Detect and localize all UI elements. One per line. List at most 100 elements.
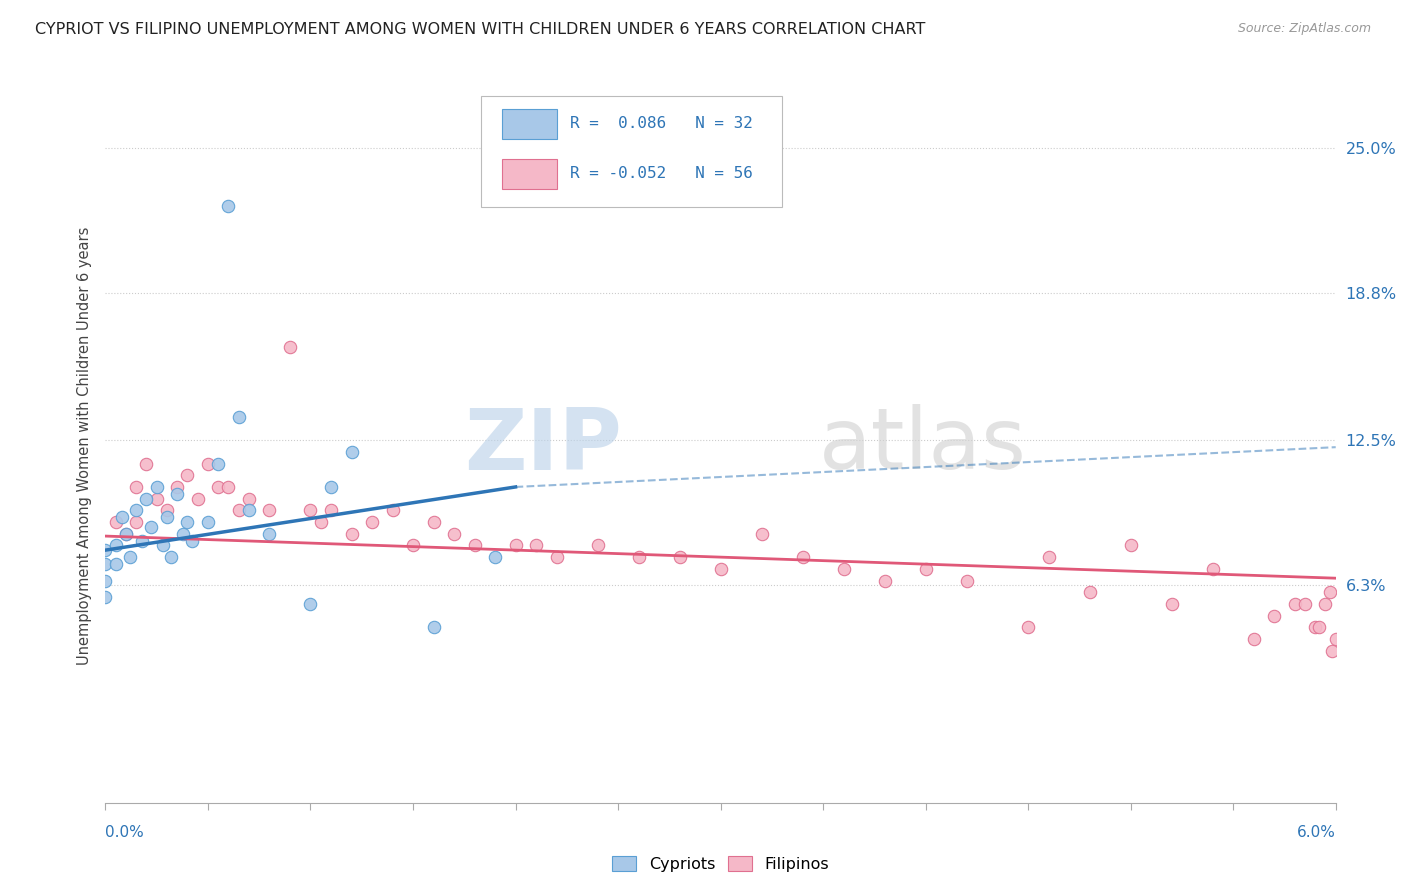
Point <box>464 538 486 552</box>
Point <box>484 550 506 565</box>
Point <box>166 487 188 501</box>
Point <box>1017 620 1039 634</box>
Point <box>1201 562 1223 576</box>
Point <box>668 550 690 565</box>
Point <box>120 550 141 565</box>
Point <box>228 409 250 424</box>
Point <box>104 515 127 529</box>
Point <box>207 480 229 494</box>
Point <box>832 562 855 576</box>
Legend: Cypriots, Filipinos: Cypriots, Filipinos <box>607 852 834 877</box>
Point <box>115 526 138 541</box>
Point <box>238 503 260 517</box>
Point <box>402 538 425 552</box>
Point <box>792 550 814 565</box>
Point <box>115 526 138 541</box>
Point <box>145 480 167 494</box>
Point <box>111 510 134 524</box>
Point <box>187 491 209 506</box>
Point <box>94 557 117 571</box>
Y-axis label: Unemployment Among Women with Children Under 6 years: Unemployment Among Women with Children U… <box>76 227 91 665</box>
Point <box>361 515 384 529</box>
Point <box>217 199 239 213</box>
Point <box>1284 597 1306 611</box>
Text: Source: ZipAtlas.com: Source: ZipAtlas.com <box>1237 22 1371 36</box>
Point <box>751 526 773 541</box>
Text: ZIP: ZIP <box>464 404 621 488</box>
Point <box>125 515 148 529</box>
Point <box>207 457 229 471</box>
Point <box>299 597 322 611</box>
Point <box>166 480 188 494</box>
Point <box>524 538 547 552</box>
Point <box>94 543 117 558</box>
Point <box>1263 608 1285 623</box>
Point <box>125 503 148 517</box>
Point <box>914 562 936 576</box>
Point <box>156 510 179 524</box>
Point <box>586 538 609 552</box>
Point <box>319 503 342 517</box>
Point <box>1319 585 1341 599</box>
FancyBboxPatch shape <box>481 96 782 207</box>
Point <box>1320 644 1343 658</box>
Text: R = -0.052   N = 56: R = -0.052 N = 56 <box>571 166 754 181</box>
Point <box>176 515 198 529</box>
Text: 0.0%: 0.0% <box>105 825 145 840</box>
Point <box>104 557 127 571</box>
Point <box>259 526 281 541</box>
Bar <box>502 159 557 189</box>
Point <box>443 526 465 541</box>
Point <box>1303 620 1326 634</box>
Text: atlas: atlas <box>818 404 1026 488</box>
Point <box>131 533 153 548</box>
Point <box>238 491 260 506</box>
Point <box>160 550 183 565</box>
Point <box>1160 597 1182 611</box>
Point <box>197 515 219 529</box>
Point <box>422 515 444 529</box>
Point <box>259 503 281 517</box>
Point <box>145 491 167 506</box>
Point <box>546 550 568 565</box>
Point <box>135 491 157 506</box>
Point <box>125 480 148 494</box>
Point <box>180 533 202 548</box>
Text: 6.0%: 6.0% <box>1296 825 1336 840</box>
Point <box>309 515 332 529</box>
Point <box>217 480 239 494</box>
Point <box>422 620 444 634</box>
Point <box>172 526 194 541</box>
Point <box>94 590 117 604</box>
Point <box>340 445 363 459</box>
Point <box>956 574 979 588</box>
Point <box>299 503 322 517</box>
Point <box>278 340 301 354</box>
Point <box>319 480 342 494</box>
Bar <box>502 109 557 139</box>
Point <box>1243 632 1265 646</box>
Point <box>873 574 896 588</box>
Point <box>176 468 198 483</box>
Point <box>1308 620 1330 634</box>
Point <box>156 503 179 517</box>
Point <box>197 457 219 471</box>
Point <box>152 538 174 552</box>
Point <box>1119 538 1142 552</box>
Point <box>1324 632 1347 646</box>
Point <box>94 574 117 588</box>
Point <box>340 526 363 541</box>
Point <box>228 503 250 517</box>
Point <box>1294 597 1316 611</box>
Text: R =  0.086   N = 32: R = 0.086 N = 32 <box>571 116 754 131</box>
Point <box>505 538 527 552</box>
Point <box>627 550 650 565</box>
Point <box>135 457 157 471</box>
Point <box>1038 550 1060 565</box>
Point <box>381 503 404 517</box>
Point <box>1315 597 1337 611</box>
Point <box>710 562 733 576</box>
Point <box>104 538 127 552</box>
Text: CYPRIOT VS FILIPINO UNEMPLOYMENT AMONG WOMEN WITH CHILDREN UNDER 6 YEARS CORRELA: CYPRIOT VS FILIPINO UNEMPLOYMENT AMONG W… <box>35 22 925 37</box>
Point <box>139 519 162 533</box>
